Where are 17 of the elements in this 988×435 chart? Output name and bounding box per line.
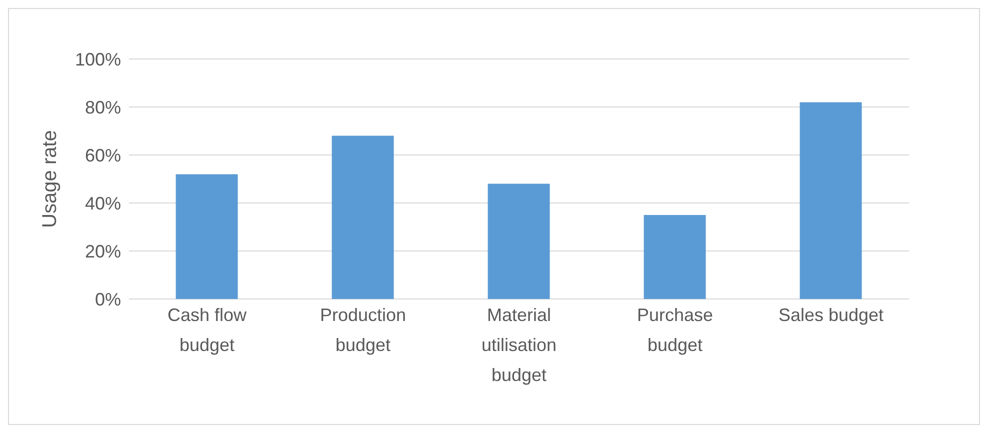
x-tick-label: Sales budget bbox=[778, 305, 884, 325]
bar bbox=[644, 215, 706, 299]
bar bbox=[800, 102, 862, 299]
bar bbox=[332, 136, 394, 299]
y-tick-label: 100% bbox=[74, 49, 121, 70]
y-tick-label: 60% bbox=[84, 145, 121, 166]
x-tick-label: Purchase budget bbox=[636, 305, 714, 355]
y-tick-label: 20% bbox=[84, 241, 121, 262]
x-tick-label: Material utilisation budget bbox=[481, 305, 557, 385]
y-tick-label: 40% bbox=[84, 193, 121, 214]
x-tick-label: Production budget bbox=[320, 305, 406, 355]
y-axis-title: Usage rate bbox=[39, 130, 62, 228]
y-tick-label: 80% bbox=[84, 97, 121, 118]
bar bbox=[488, 184, 550, 299]
x-tick-label: Cash flow budget bbox=[167, 305, 248, 355]
y-tick-label: 0% bbox=[94, 289, 121, 310]
bar bbox=[176, 174, 238, 299]
